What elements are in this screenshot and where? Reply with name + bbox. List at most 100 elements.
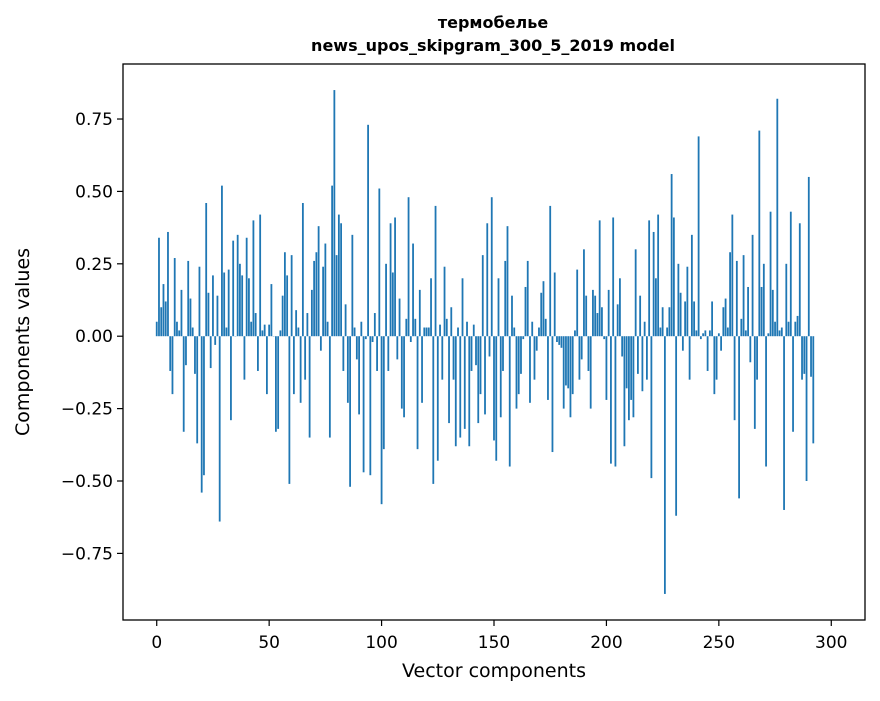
bar-54 xyxy=(277,336,279,429)
bar-105 xyxy=(392,273,394,337)
bar-132 xyxy=(453,336,455,379)
bar-53 xyxy=(275,336,277,432)
bar-48 xyxy=(264,325,266,337)
bar-265 xyxy=(752,235,754,336)
bar-167 xyxy=(531,322,533,336)
bar-203 xyxy=(612,217,614,336)
bar-242 xyxy=(700,336,702,339)
bar-68 xyxy=(309,336,311,437)
bar-163 xyxy=(522,336,524,339)
bar-215 xyxy=(639,296,641,337)
chart-title: термобелье xyxy=(438,13,549,32)
bar-271 xyxy=(765,336,767,466)
bar-0 xyxy=(156,322,158,336)
bar-200 xyxy=(606,336,608,400)
bar-252 xyxy=(722,307,724,336)
bar-255 xyxy=(729,252,731,336)
bar-116 xyxy=(417,336,419,449)
bar-96 xyxy=(372,336,374,342)
chart-subtitle: news_upos_skipgram_300_5_2019 model xyxy=(311,36,675,55)
bar-261 xyxy=(743,255,745,336)
bar-64 xyxy=(300,336,302,403)
bar-141 xyxy=(473,325,475,337)
bar-284 xyxy=(794,322,796,336)
bar-241 xyxy=(698,136,700,336)
bar-39 xyxy=(244,336,246,379)
bar-166 xyxy=(529,336,531,403)
bar-147 xyxy=(486,223,488,336)
bar-41 xyxy=(248,278,250,336)
bar-34 xyxy=(232,241,234,337)
bar-87 xyxy=(351,235,353,336)
bar-32 xyxy=(228,270,230,337)
bar-101 xyxy=(383,336,385,449)
bar-7 xyxy=(172,336,174,394)
bar-150 xyxy=(493,336,495,440)
bar-19 xyxy=(199,267,201,337)
bar-72 xyxy=(318,226,320,336)
bar-47 xyxy=(262,330,264,336)
bar-198 xyxy=(601,307,603,336)
bar-245 xyxy=(707,336,709,371)
bar-8 xyxy=(174,258,176,336)
bar-46 xyxy=(259,215,261,337)
bar-262 xyxy=(745,330,747,336)
bar-216 xyxy=(642,336,644,391)
bar-185 xyxy=(572,336,574,394)
bar-31 xyxy=(226,328,228,337)
bar-286 xyxy=(799,223,801,336)
bar-5 xyxy=(167,232,169,336)
bar-228 xyxy=(668,307,670,336)
x-tick-label: 100 xyxy=(365,633,397,653)
bar-22 xyxy=(205,203,207,336)
bar-208 xyxy=(624,336,626,446)
bar-189 xyxy=(581,336,583,359)
bar-11 xyxy=(181,290,183,336)
bar-135 xyxy=(459,336,461,437)
bar-83 xyxy=(342,336,344,371)
bar-224 xyxy=(659,328,661,337)
bar-133 xyxy=(455,336,457,446)
bar-155 xyxy=(504,261,506,336)
bar-45 xyxy=(257,336,259,371)
bar-88 xyxy=(354,328,356,337)
bar-250 xyxy=(718,333,720,336)
bar-177 xyxy=(554,273,556,337)
bar-153 xyxy=(500,336,502,417)
bar-279 xyxy=(783,336,785,510)
bar-159 xyxy=(513,328,515,337)
bar-234 xyxy=(682,336,684,350)
bar-136 xyxy=(462,278,464,336)
bar-244 xyxy=(704,330,706,336)
bar-196 xyxy=(597,313,599,336)
bar-272 xyxy=(767,333,769,336)
x-tick-label: 150 xyxy=(478,633,510,653)
bar-176 xyxy=(552,336,554,452)
bar-3 xyxy=(163,284,165,336)
bar-207 xyxy=(621,336,623,356)
bar-184 xyxy=(570,336,572,417)
bar-123 xyxy=(432,336,434,484)
bar-113 xyxy=(410,336,412,342)
bar-18 xyxy=(196,336,198,443)
bar-270 xyxy=(763,264,765,336)
bar-258 xyxy=(736,261,738,336)
bar-89 xyxy=(356,336,358,359)
bar-51 xyxy=(271,284,273,336)
bar-254 xyxy=(727,328,729,337)
bar-79 xyxy=(333,90,335,336)
bar-17 xyxy=(194,336,196,374)
bar-44 xyxy=(255,313,257,336)
bar-95 xyxy=(369,336,371,475)
bar-164 xyxy=(525,287,527,336)
bar-276 xyxy=(776,99,778,336)
bar-157 xyxy=(509,336,511,466)
x-tick-label: 50 xyxy=(258,633,280,653)
bar-119 xyxy=(423,328,425,337)
bar-70 xyxy=(313,261,315,336)
bar-75 xyxy=(324,244,326,337)
bar-225 xyxy=(662,307,664,336)
bar-226 xyxy=(664,336,666,594)
bar-201 xyxy=(608,290,610,336)
bar-188 xyxy=(579,336,581,379)
